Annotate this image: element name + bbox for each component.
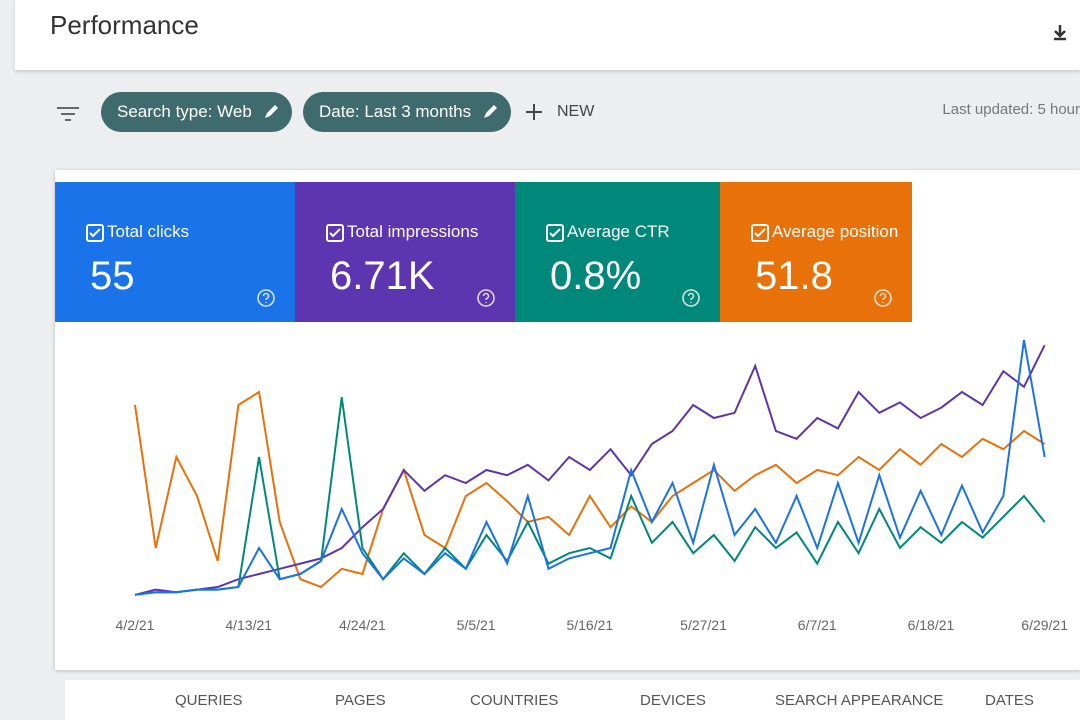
help-circle xyxy=(477,289,495,307)
filter-chip[interactable]: Date: Last 3 months xyxy=(303,92,512,132)
header: Performance xyxy=(15,0,1080,70)
edit-icon xyxy=(484,105,498,118)
chip-label: Search type: Web xyxy=(117,102,252,121)
metric-value: 51.8 xyxy=(755,254,833,298)
metric-card[interactable]: Average position 51.8 xyxy=(720,182,912,322)
metric-label: Average position xyxy=(772,222,899,241)
checkbox-icon xyxy=(86,224,104,242)
checkbox-icon xyxy=(546,224,564,242)
plus-icon xyxy=(526,104,542,120)
checkbox-tick xyxy=(89,228,101,238)
edit-icon xyxy=(264,105,278,118)
x-tick-label: 5/16/21 xyxy=(566,617,613,633)
x-tick-label: 5/27/21 xyxy=(680,617,727,633)
checkbox-box xyxy=(86,224,104,242)
help-icon xyxy=(682,289,700,307)
chart-panel: Total clicks 55 Total impressions 6.71K Aver… xyxy=(55,170,1080,670)
tab[interactable]: SEARCH APPEARANCE xyxy=(775,692,944,709)
tab[interactable]: PAGES xyxy=(335,692,386,709)
new-filter-button[interactable]: NEW xyxy=(525,92,594,132)
metric-value: 55 xyxy=(90,254,135,298)
toolbar: Search type: Web Date: Last 3 months NEW… xyxy=(15,80,1080,150)
help-mark xyxy=(687,292,695,303)
metric-label: Total impressions xyxy=(347,222,479,241)
help-mark xyxy=(262,292,270,303)
help-circle xyxy=(257,289,275,307)
filter-icon[interactable] xyxy=(55,104,81,124)
new-label: NEW xyxy=(557,103,595,120)
help-icon xyxy=(477,289,495,307)
checkbox-box xyxy=(546,224,564,242)
help-circle xyxy=(874,289,892,307)
metric-card[interactable]: Total clicks 55 xyxy=(55,182,295,322)
x-tick-label: 4/13/21 xyxy=(225,617,272,633)
checkbox-box xyxy=(751,224,769,242)
download-icon[interactable] xyxy=(1050,22,1070,42)
tab[interactable]: COUNTRIES xyxy=(470,692,559,709)
tab-bar: QUERIES PAGES COUNTRIES DEVICES SEARCH APPEA… xyxy=(65,680,1080,720)
help-icon xyxy=(257,289,275,307)
last-updated: Last updated: 5 hour xyxy=(942,101,1080,118)
metric-card[interactable]: Total impressions 6.71K xyxy=(295,182,515,322)
x-tick-label: 4/2/21 xyxy=(116,617,155,633)
help-mark xyxy=(482,292,490,303)
checkbox-box xyxy=(326,224,344,242)
tab[interactable]: DATES xyxy=(985,692,1034,709)
tab[interactable]: DEVICES xyxy=(640,692,706,709)
series-line xyxy=(134,339,1046,596)
metric-card[interactable]: Average CTR 0.8% xyxy=(515,182,720,322)
chart: 4/2/21 4/13/21 4/24/21 5/5/21 5/16/21 5/27/21… xyxy=(116,339,1068,633)
metric-label: Average CTR xyxy=(567,222,670,241)
x-tick-label: 6/29/21 xyxy=(1021,617,1068,633)
x-tick-label: 5/5/21 xyxy=(457,617,496,633)
metric-value: 0.8% xyxy=(550,254,642,298)
x-tick-label: 4/24/21 xyxy=(339,617,386,633)
chip-label: Date: Last 3 months xyxy=(319,102,472,121)
metric-label: Total clicks xyxy=(107,222,190,241)
checkbox-icon xyxy=(751,224,769,242)
metric-value: 6.71K xyxy=(330,254,435,298)
x-tick-label: 6/7/21 xyxy=(798,617,837,633)
checkbox-icon xyxy=(326,224,344,242)
tab[interactable]: QUERIES xyxy=(175,692,243,709)
filter-chip[interactable]: Search type: Web xyxy=(101,92,292,132)
help-icon xyxy=(874,289,892,307)
checkbox-tick xyxy=(549,228,561,238)
series-line xyxy=(134,390,1046,589)
help-mark xyxy=(879,292,887,303)
checkbox-tick xyxy=(329,228,341,238)
help-circle xyxy=(682,289,700,307)
page-title: Performance xyxy=(50,10,199,40)
x-tick-label: 6/18/21 xyxy=(908,617,955,633)
checkbox-tick xyxy=(754,228,766,238)
series-line xyxy=(134,344,1046,596)
